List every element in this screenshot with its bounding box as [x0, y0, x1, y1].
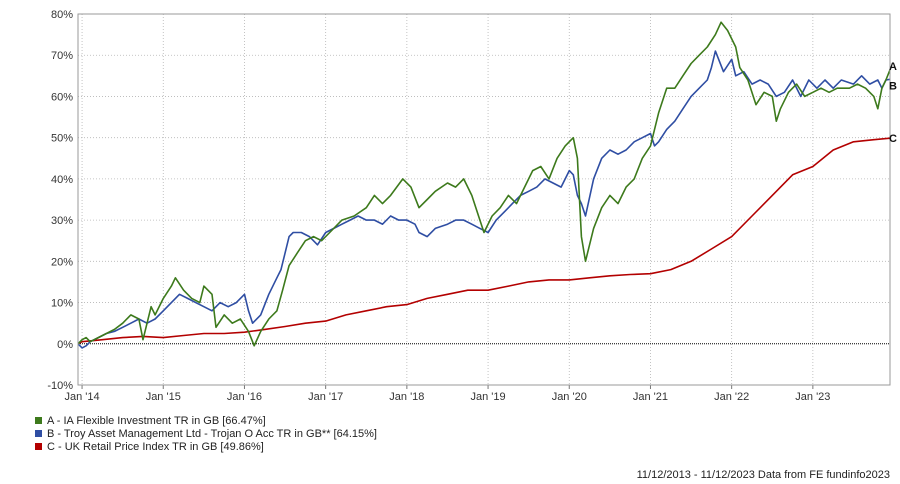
x-tick-label: Jan '19 — [470, 391, 505, 403]
x-tick-label: Jan '16 — [227, 391, 262, 403]
y-tick-label: 40% — [51, 174, 73, 186]
x-tick-label: Jan '22 — [714, 391, 749, 403]
end-label-c: C — [889, 133, 897, 145]
x-tick-label: Jan '18 — [389, 391, 424, 403]
legend-swatch-c — [35, 443, 42, 450]
legend: A - IA Flexible Investment TR in GB [66.… — [35, 415, 377, 453]
y-tick-label: -10% — [47, 380, 73, 392]
legend-swatch-a — [35, 417, 42, 424]
series-line-a — [77, 21, 891, 347]
x-tick-label: Jan '15 — [146, 391, 181, 403]
grid — [78, 13, 890, 389]
series-line-c — [77, 137, 891, 345]
x-tick-label: Jan '20 — [552, 391, 587, 403]
x-tick-labels: Jan '14 Jan '15 Jan '16 Jan '17 Jan '18 Jan '… — [64, 391, 830, 403]
y-tick-label: 50% — [51, 133, 73, 145]
end-labels: AB C — [889, 61, 897, 145]
series-lines — [77, 21, 891, 349]
x-tick-label: Jan '17 — [308, 391, 343, 403]
y-tick-label: 20% — [51, 256, 73, 268]
legend-item-c: C - UK Retail Price Index TR in GB [49.8… — [47, 441, 264, 453]
x-tick-label: Jan '21 — [633, 391, 668, 403]
axes — [77, 13, 891, 386]
y-tick-label: 30% — [51, 215, 73, 227]
end-label-b: B — [889, 80, 897, 92]
plot-frame — [77, 13, 891, 386]
y-tick-labels: -10% 0% 10% 20% 30% 40% 50% 60% 70% 80% — [47, 9, 73, 392]
end-label-a: A — [889, 61, 897, 73]
y-tick-label: 10% — [51, 298, 73, 310]
legend-item-b: B - Troy Asset Management Ltd - Trojan O… — [47, 428, 377, 440]
y-tick-label: 0% — [57, 339, 73, 351]
data-source-footer: 11/12/2013 - 11/12/2023 Data from FE fun… — [637, 469, 890, 481]
legend-swatch-b — [35, 430, 42, 437]
y-tick-label: 80% — [51, 9, 73, 21]
x-tick-label: Jan '23 — [795, 391, 830, 403]
legend-item-a: A - IA Flexible Investment TR in GB [66.… — [47, 415, 266, 427]
y-tick-label: 70% — [51, 50, 73, 62]
y-tick-label: 60% — [51, 91, 73, 103]
x-tick-label: Jan '14 — [64, 391, 99, 403]
